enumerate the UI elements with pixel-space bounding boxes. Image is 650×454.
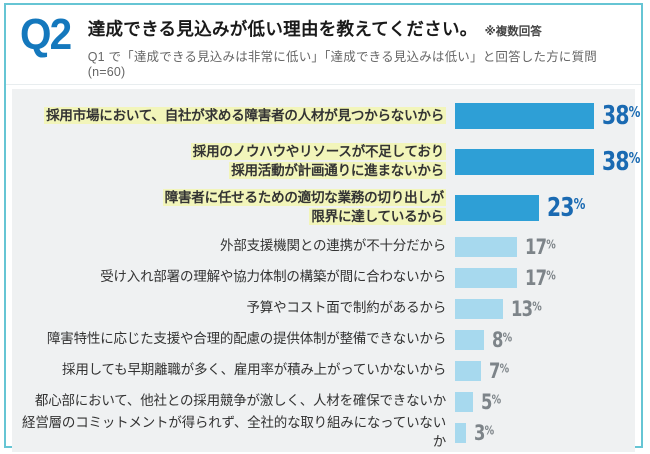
bar — [455, 149, 594, 175]
bar-label: 経営層のコミットメントが得られず、全社的な取り組みになっていないか — [16, 414, 446, 452]
bar-label-line: 障害特性に応じた支援や合理的配慮の提供体制が整備できないから — [47, 331, 446, 347]
bar — [455, 391, 473, 412]
bar — [455, 360, 481, 381]
bar-label-line: 障害者に任せるための適切な業務の切り出しが — [162, 189, 446, 207]
value-label: 13% — [511, 296, 542, 321]
bar-label: 都心部において、他社との採用競争が激しく、人材を確保できないか — [16, 392, 446, 411]
bar-label: 採用しても早期離職が多く、雇用率が積み上がっていかないから — [16, 361, 446, 380]
value-label: 5% — [481, 389, 502, 414]
bar — [455, 267, 517, 288]
bar-label-line: 採用活動が計画通りに進まないから — [229, 162, 446, 179]
bar-label-line: 採用市場において、自社が求める障害者の人材が見つからないから — [44, 106, 446, 124]
bar-label-line: 採用しても早期離職が多く、雇用率が積み上がっていかないから — [62, 362, 446, 378]
content-frame: Q2 達成できる見込みが低い理由を教えてください。 ※複数回答 Q1 で「達成で… — [4, 3, 643, 452]
chart-row-1: 採用市場において、自社が求める障害者の人材が見つからないから 38% — [16, 93, 640, 139]
value-label: 3% — [474, 420, 495, 445]
bar — [455, 329, 484, 350]
chart-row-5: 受け入れ部署の理解や協力体制の構築が間に合わないから 17% — [16, 262, 635, 293]
bar-chart: 採用市場において、自社が求める障害者の人材が見つからないから 38% 採用のノウ… — [12, 89, 640, 452]
question-number: Q2 — [20, 10, 72, 59]
bar-label: 採用市場において、自社が求める障害者の人材が見つからないから — [16, 106, 446, 126]
bar-label-line: 採用のノウハウやリソースが不足しており — [190, 143, 446, 161]
page-title: 達成できる見込みが低い理由を教えてください。 — [87, 19, 478, 39]
bar-label: 障害者に任せるための適切な業務の切り出しが 限界に達しているから — [16, 189, 446, 227]
bar-label: 外部支援機関との連携が不十分だから — [16, 237, 446, 256]
bar-label-line: 受け入れ部署の理解や協力体制の構築が間に合わないから — [100, 269, 446, 285]
bar-label: 予算やコスト面で制約があるから — [16, 299, 447, 318]
chart-row-2: 採用のノウハウやリソースが不足しており 採用活動が計画通りに進まないから 38% — [16, 139, 640, 185]
value-label: 23% — [547, 193, 586, 223]
chart-row-3: 障害者に任せるための適切な業務の切り出しが 限界に達しているから 23% — [16, 185, 635, 231]
chart-row-8: 採用しても早期離職が多く、雇用率が積み上がっていかないから 7% — [16, 355, 635, 386]
bar-label: 受け入れ部署の理解や協力体制の構築が間に合わないから — [16, 268, 446, 287]
multiple-answer-note: ※複数回答 — [484, 26, 542, 38]
value-label: 38% — [602, 147, 641, 177]
question-subtitle: Q1 で「達成できる見込みは非常に低い」「達成できる見込みは低い」と回答した方に… — [87, 50, 598, 79]
chart-row-4: 外部支援機関との連携が不十分だから 17% — [16, 231, 635, 262]
bar — [455, 298, 503, 319]
chart-row-7: 障害特性に応じた支援や合理的配慮の提供体制が整備できないから 8% — [16, 324, 635, 355]
title-line: 達成できる見込みが低い理由を教えてください。 ※複数回答 — [88, 16, 627, 41]
bar-label: 採用のノウハウやリソースが不足しており 採用活動が計画通りに進まないから — [16, 143, 446, 181]
value-label: 8% — [492, 327, 513, 352]
bar-label: 障害特性に応じた支援や合理的配慮の提供体制が整備できないから — [16, 330, 446, 349]
question-header: Q2 達成できる見込みが低い理由を教えてください。 ※複数回答 Q1 で「達成で… — [6, 5, 641, 85]
bar-label-line: 外部支援機関との連携が不十分だから — [220, 238, 446, 254]
bar — [455, 422, 466, 443]
value-label: 17% — [525, 265, 556, 290]
value-label: 38% — [602, 101, 641, 131]
value-label: 17% — [525, 234, 556, 259]
bar-label-line: 経営層のコミットメントが得られず、全社的な取り組みになっていないか — [22, 414, 446, 449]
bar — [455, 195, 539, 221]
header-texts: 達成できる見込みが低い理由を教えてください。 ※複数回答 Q1 で「達成できる見… — [88, 14, 627, 79]
bar-label-line: 限界に達しているから — [309, 208, 446, 225]
chart-row-6: 予算やコスト面で制約があるから 13% — [16, 293, 635, 324]
bar — [455, 236, 517, 257]
bar-label-line: 予算やコスト面で制約があるから — [246, 300, 447, 316]
chart-row-10: 経営層のコミットメントが得られず、全社的な取り組みになっていないか 3% — [16, 415, 635, 449]
chart-row-9: 都心部において、他社との採用競争が激しく、人材を確保できないか 5% — [16, 386, 635, 417]
bar-label-line: 都心部において、他社との採用競争が激しく、人材を確保できないか — [34, 393, 446, 409]
bar — [455, 103, 594, 129]
value-label: 7% — [489, 358, 510, 383]
